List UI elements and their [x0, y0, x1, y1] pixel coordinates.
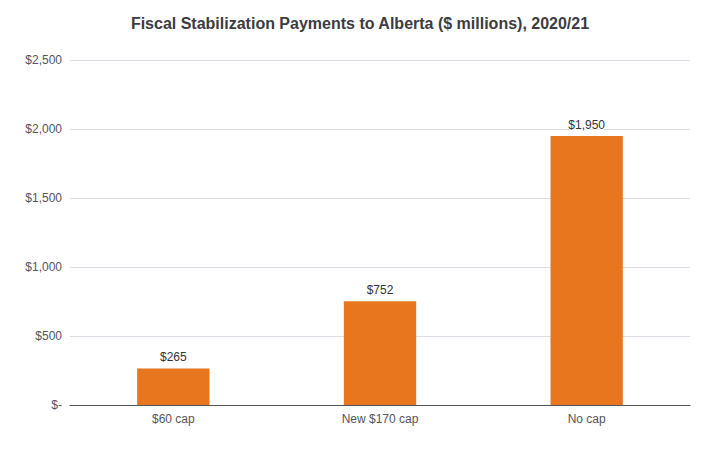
svg-text:$2,000: $2,000 [25, 122, 62, 136]
svg-text:$265: $265 [160, 350, 187, 364]
svg-text:No cap: No cap [568, 412, 606, 426]
svg-text:$2,500: $2,500 [25, 53, 62, 67]
svg-text:Fiscal Stabilization Payments: Fiscal Stabilization Payments to Alberta… [131, 15, 589, 32]
svg-text:$1,000: $1,000 [25, 260, 62, 274]
svg-text:$500: $500 [35, 329, 62, 343]
svg-text:$1,500: $1,500 [25, 191, 62, 205]
svg-text:New $170 cap: New $170 cap [342, 412, 419, 426]
svg-text:$-: $- [51, 398, 62, 412]
svg-text:$752: $752 [367, 283, 394, 297]
svg-text:$1,950: $1,950 [568, 118, 605, 132]
svg-text:$60 cap: $60 cap [152, 412, 195, 426]
